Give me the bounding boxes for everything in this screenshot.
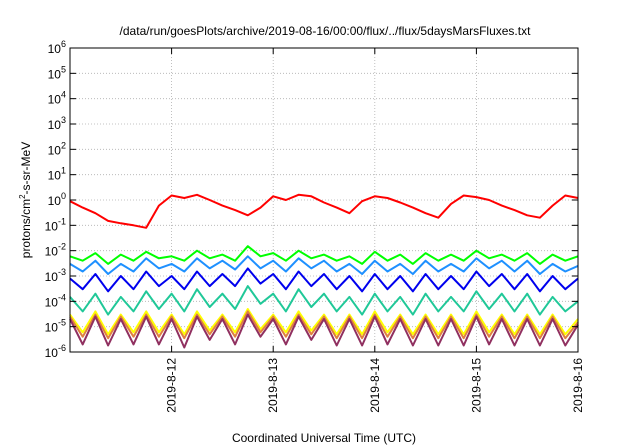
series-line-6 bbox=[69, 308, 579, 336]
series-line-7 bbox=[69, 310, 579, 340]
x-tick-label: 2019-8-14 bbox=[368, 358, 382, 413]
y-tick-exponent: 5 bbox=[61, 64, 66, 74]
y-tick-label: 100 bbox=[48, 191, 66, 208]
x-tick-label: 2019-8-13 bbox=[266, 358, 280, 413]
y-tick-base: 10 bbox=[45, 219, 59, 233]
y-tick-label: 10-3 bbox=[45, 267, 66, 284]
y-tick-base: 10 bbox=[48, 67, 62, 81]
series-line-4 bbox=[69, 267, 579, 293]
series-line-2 bbox=[69, 245, 579, 265]
y-tick-label: 105 bbox=[48, 64, 66, 81]
y-tick-exponent: -6 bbox=[58, 343, 66, 353]
y-tick-base: 10 bbox=[48, 169, 62, 183]
y-tick-label: 102 bbox=[48, 140, 66, 157]
y-tick-base: 10 bbox=[45, 245, 59, 259]
y-tick-base: 10 bbox=[48, 42, 62, 56]
x-axis-label: Coordinated Universal Time (UTC) bbox=[232, 431, 416, 445]
y-tick-label: 10-4 bbox=[45, 292, 66, 309]
y-tick-base: 10 bbox=[48, 194, 62, 208]
y-tick-exponent: 4 bbox=[61, 90, 66, 100]
series-line-3 bbox=[69, 255, 579, 275]
y-tick-exponent: -2 bbox=[58, 242, 66, 252]
x-tick-label: 2019-8-16 bbox=[571, 358, 585, 413]
y-tick-base: 10 bbox=[48, 93, 62, 107]
y-tick-label: 106 bbox=[48, 39, 66, 56]
y-tick-base: 10 bbox=[48, 143, 62, 157]
y-tick-base: 10 bbox=[45, 295, 59, 309]
y-tick-label: 10-2 bbox=[45, 242, 66, 259]
y-tick-exponent: 1 bbox=[61, 166, 66, 176]
y-axis-label: protons/cm2-s-sr-MeV bbox=[18, 142, 33, 258]
y-tick-exponent: -4 bbox=[58, 292, 66, 302]
y-tick-exponent: -1 bbox=[58, 216, 66, 226]
y-tick-base: 10 bbox=[45, 346, 59, 360]
y-tick-base: 10 bbox=[45, 270, 59, 284]
y-tick-label: 10-6 bbox=[45, 343, 66, 360]
y-tick-label: 104 bbox=[48, 90, 66, 107]
y-tick-label: 103 bbox=[48, 115, 66, 132]
y-tick-base: 10 bbox=[45, 321, 59, 335]
plot-frame bbox=[69, 47, 579, 353]
x-axis: 2019-8-12 2019-8-13 2019-8-14 2019-8-15 2019… bbox=[165, 48, 585, 413]
x-tick-label: 2019-8-15 bbox=[469, 358, 483, 413]
series-layer bbox=[69, 193, 579, 349]
y-axis-label-rest: -s-sr-MeV bbox=[19, 142, 33, 195]
x-tick-label: 2019-8-12 bbox=[165, 358, 179, 413]
y-tick-base: 10 bbox=[48, 118, 62, 132]
chart-title: /data/run/goesPlots/archive/2019-08-16/0… bbox=[120, 24, 532, 38]
y-tick-exponent: 2 bbox=[61, 140, 66, 150]
series-line-1 bbox=[69, 193, 579, 229]
y-axis-label-sup: 2 bbox=[18, 194, 27, 199]
y-axis: 10-610-510-410-310-210-11001011021031041… bbox=[45, 39, 578, 360]
y-axis-label-main: protons/cm bbox=[19, 199, 33, 258]
grid bbox=[70, 48, 578, 352]
series-line-8 bbox=[69, 313, 579, 349]
y-tick-label: 101 bbox=[48, 166, 66, 183]
series-line-5 bbox=[69, 285, 579, 316]
y-tick-exponent: -5 bbox=[58, 318, 66, 328]
y-tick-label: 10-5 bbox=[45, 318, 66, 335]
y-tick-exponent: -3 bbox=[58, 267, 66, 277]
y-tick-exponent: 6 bbox=[61, 39, 66, 49]
y-tick-exponent: 3 bbox=[61, 115, 66, 125]
y-tick-label: 10-1 bbox=[45, 216, 66, 233]
y-tick-exponent: 0 bbox=[61, 191, 66, 201]
